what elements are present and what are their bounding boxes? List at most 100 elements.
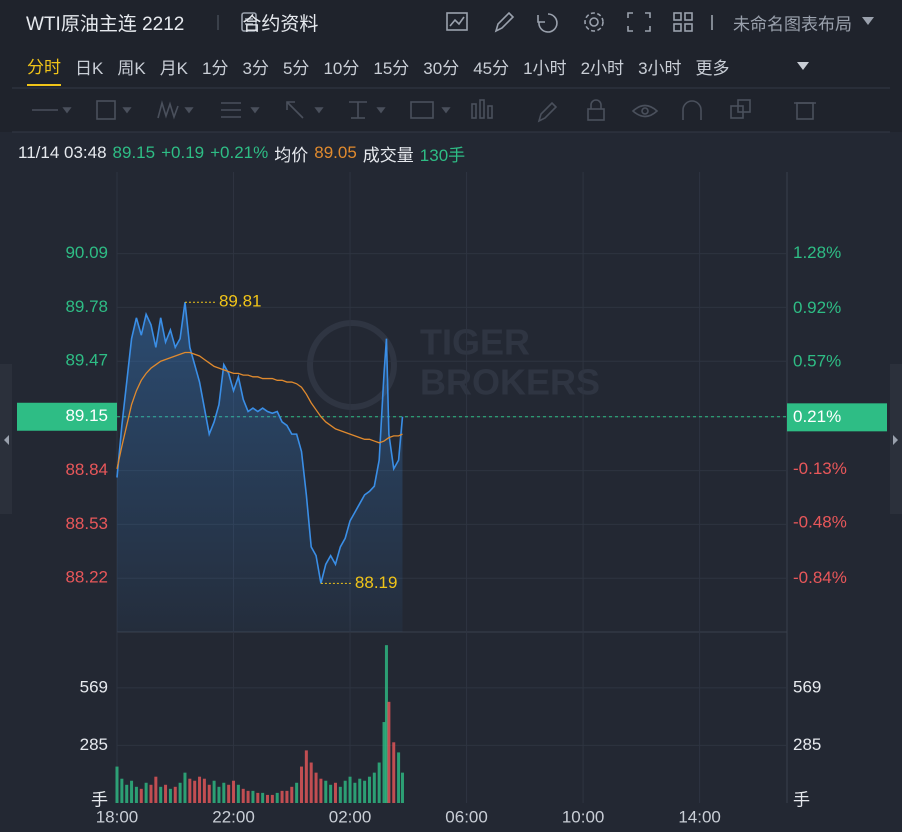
timeframe[interactable]: 1分	[202, 58, 229, 78]
timeframe[interactable]: 周K	[117, 58, 146, 78]
timeframe[interactable]: 分时	[27, 47, 61, 86]
x-tick-label: 06:00	[445, 807, 488, 826]
watermark: TIGER	[420, 322, 530, 363]
timeframe[interactable]: 15分	[373, 58, 410, 78]
volume-bar	[319, 778, 323, 803]
volume-bar	[309, 762, 313, 803]
volume-bar	[275, 792, 279, 803]
volume-bar	[363, 780, 367, 803]
volume-bar	[367, 776, 371, 803]
volume-bar	[168, 788, 172, 803]
timeframe[interactable]: 更多	[695, 58, 730, 78]
contract-info[interactable]: 合约资料	[242, 13, 319, 35]
volume-bar	[280, 790, 284, 803]
volume-bar	[164, 784, 168, 803]
y-unit-label: 手	[91, 790, 108, 809]
volume-bar	[227, 784, 231, 803]
extreme-label: 89.81	[219, 292, 262, 311]
volume-bar	[372, 772, 376, 803]
dropdown-arrow[interactable]	[797, 62, 809, 70]
timeframe[interactable]: 3分	[242, 58, 269, 78]
y-tick-label: 569	[793, 677, 821, 696]
volume-bar	[304, 750, 308, 803]
volume-bar	[377, 762, 381, 803]
volume-bar	[382, 722, 386, 803]
x-tick-label: 10:00	[562, 807, 605, 826]
volume-bar	[285, 790, 289, 803]
volume-bar	[358, 778, 362, 803]
timeframe[interactable]: 月K	[159, 58, 189, 78]
x-tick-label: 18:00	[96, 807, 139, 826]
volume-bar	[120, 778, 124, 803]
drawing-toolbar[interactable]	[32, 99, 816, 123]
info-time: 11/14 03:48	[18, 143, 107, 162]
volume-bar	[149, 784, 153, 803]
timeframe[interactable]: 30分	[423, 58, 460, 78]
side-handle-arrow[interactable]	[893, 435, 898, 445]
watermark-logo	[307, 320, 397, 410]
y-tick-label: 89.78	[65, 297, 108, 316]
y-unit-label: 手	[793, 790, 810, 809]
timeframe[interactable]: 10分	[323, 58, 360, 78]
info-avg-label: 均价	[274, 145, 309, 165]
dropdown-arrow[interactable]	[862, 17, 874, 25]
price-line	[116, 302, 404, 584]
y2-tick-label: -0.84%	[793, 568, 847, 587]
y2-tick-label: -0.13%	[793, 459, 847, 478]
y2-tick-label: -0.48%	[793, 513, 847, 532]
volume-bar	[193, 780, 197, 803]
header: WTI原油主连 2212 合约资料 未命名图表布局	[26, 0, 852, 44]
volume-bar	[125, 784, 129, 803]
volume-bar	[198, 776, 202, 803]
volume-bar	[299, 766, 303, 803]
volume-bar	[207, 784, 211, 803]
volume-bar	[178, 782, 182, 803]
timeframe[interactable]: 日K	[75, 58, 104, 78]
volume-bar	[241, 788, 245, 803]
volume-bar	[270, 794, 274, 803]
volume-bar	[188, 778, 192, 803]
header-icons[interactable]	[241, 11, 713, 33]
volume-bar	[217, 786, 221, 803]
volume-bar	[202, 778, 206, 803]
volume-bar	[251, 790, 255, 803]
info-volume-label: 成交量	[362, 145, 414, 165]
layout-name[interactable]: 未命名图表布局	[733, 14, 852, 34]
watermark: BROKERS	[420, 362, 600, 403]
volume-bar	[139, 788, 143, 803]
y-tick-label: 285	[793, 735, 821, 754]
y-tick-label: 569	[80, 677, 108, 696]
y-tick-label: 285	[80, 735, 108, 754]
price-box	[17, 402, 117, 431]
volume-bar	[343, 780, 347, 803]
volume-bar	[144, 782, 148, 803]
timeframe[interactable]: 3小时	[638, 58, 682, 78]
volume-bar	[134, 786, 138, 803]
volume-bar	[115, 766, 119, 803]
volume-bar	[295, 782, 299, 803]
symbol-title[interactable]: WTI原油主连 2212	[26, 13, 185, 35]
timeframe[interactable]: 45分	[473, 58, 510, 78]
side-handle-arrow[interactable]	[4, 435, 9, 445]
volume-bar	[353, 782, 357, 803]
volume-bar	[222, 782, 226, 803]
y-tick-label: 89.15	[65, 406, 108, 425]
timeframe[interactable]: 5分	[282, 58, 310, 78]
volume-bar	[333, 782, 337, 803]
volume-bar	[314, 772, 318, 803]
volume-bar	[384, 645, 388, 803]
volume-bar	[212, 780, 216, 803]
volume-bar	[348, 776, 352, 803]
y-tick-label: 88.53	[65, 514, 108, 533]
volume-bar	[154, 776, 158, 803]
volume-bar	[338, 786, 342, 803]
x-tick-label: 02:00	[329, 807, 372, 826]
volume-bar	[387, 701, 391, 803]
volume-bar	[236, 784, 240, 803]
timeframe[interactable]: 1小时	[523, 58, 567, 78]
timeframe[interactable]: 2小时	[580, 58, 625, 78]
volume-bar	[397, 752, 401, 803]
y2-tick-label: 0.57%	[793, 352, 841, 371]
